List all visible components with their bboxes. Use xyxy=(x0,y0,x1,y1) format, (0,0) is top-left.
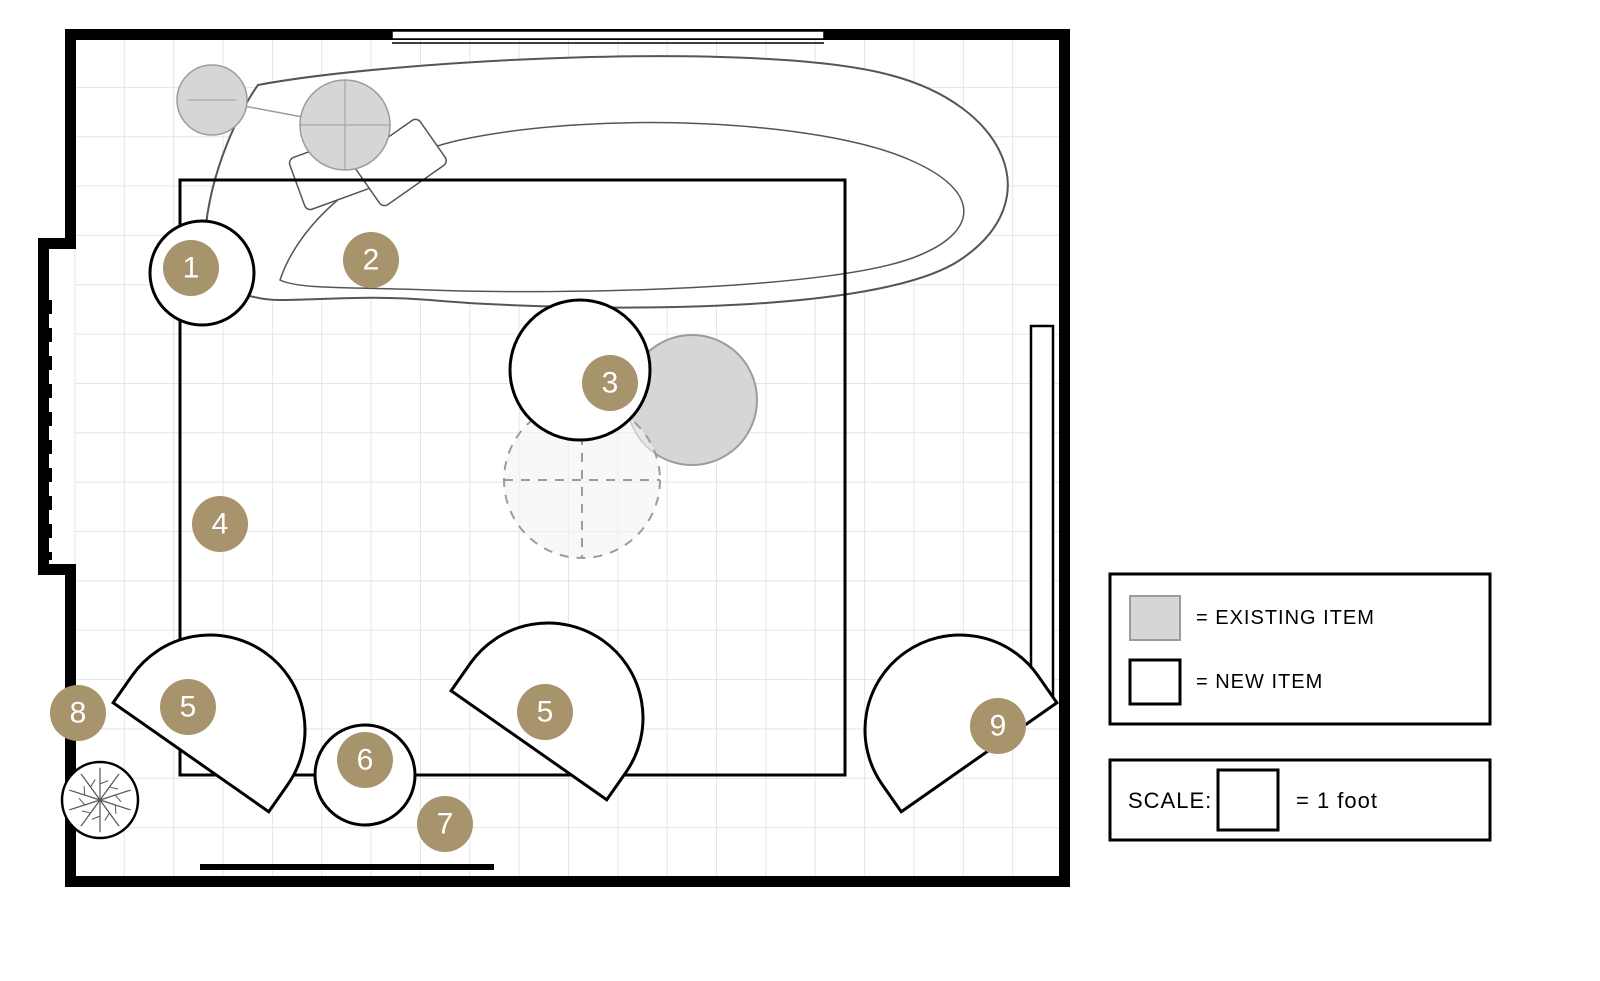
legend-swatch-new xyxy=(1130,660,1180,704)
marker-3: 3 xyxy=(602,367,619,400)
scale-box: SCALE: = 1 foot xyxy=(1110,760,1490,840)
scale-label: SCALE: xyxy=(1128,788,1212,813)
legend: = EXISTING ITEM = NEW ITEM xyxy=(1110,574,1490,724)
floor-plan-svg: 1 2 3 4 5 5 6 7 8 9 = EXISTING ITEM = NEW ITEM SCALE… xyxy=(0,0,1600,981)
potted-plant xyxy=(62,762,138,838)
marker-9: 9 xyxy=(990,710,1007,743)
marker-5: 5 xyxy=(180,691,197,724)
marker-6: 6 xyxy=(357,744,374,777)
legend-label-existing: = EXISTING ITEM xyxy=(1196,607,1375,629)
scale-cell xyxy=(1218,770,1278,830)
legend-swatch-existing xyxy=(1130,596,1180,640)
legend-label-new: = NEW ITEM xyxy=(1196,671,1323,693)
marker-1: 1 xyxy=(183,252,200,285)
marker-2: 2 xyxy=(363,244,380,277)
marker-5: 5 xyxy=(537,696,554,729)
marker-7: 7 xyxy=(437,808,454,841)
floor-plan-stage: 1 2 3 4 5 5 6 7 8 9 = EXISTING ITEM = NEW ITEM SCALE… xyxy=(0,0,1600,981)
scale-unit-label: = 1 foot xyxy=(1296,788,1378,813)
marker-8: 8 xyxy=(70,697,87,730)
marker-4: 4 xyxy=(212,508,229,541)
